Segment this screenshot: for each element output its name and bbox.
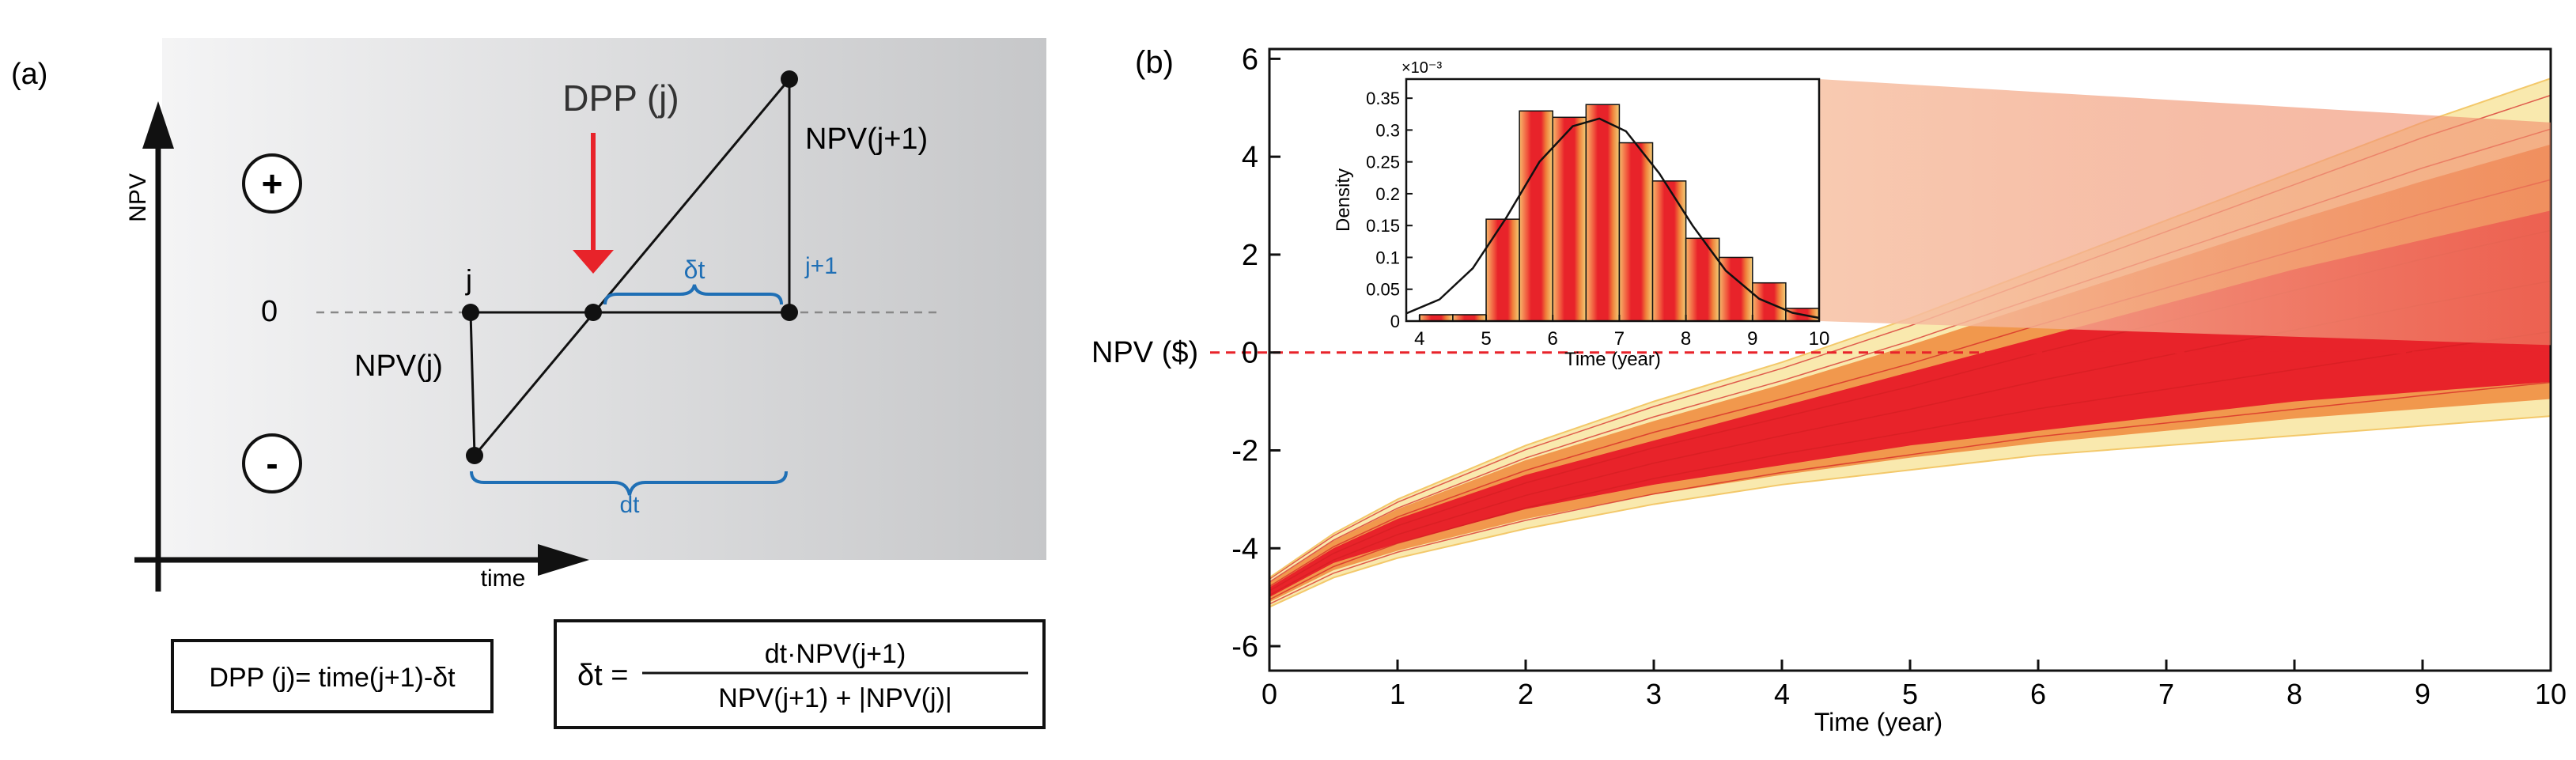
inset-ylabel: Density: [1333, 168, 1354, 232]
y-tick-label: -6: [1231, 630, 1258, 664]
histogram-bar: [1651, 180, 1687, 322]
inset-x-tick-label: 5: [1481, 328, 1491, 350]
npv-j-label: NPV(j): [354, 350, 443, 383]
inset-axes-frame: [1405, 78, 1821, 323]
delta-t-brace: [603, 284, 783, 305]
dt-label: dt: [619, 492, 640, 518]
inset-y-tick-label: 0.25: [1366, 153, 1400, 172]
interpolation-line: [473, 78, 791, 456]
inset-y-tick-label: 0.15: [1366, 216, 1400, 236]
y-tick-label: -2: [1231, 434, 1258, 467]
y-tick-label: 6: [1242, 43, 1258, 76]
x-tick-label: 7: [2158, 678, 2174, 710]
npv-axis-label: NPV: [125, 173, 151, 222]
panel-b: (b) NPV ($) 0 1 2 3 4 5 6 7 8 9 10 -6 -4 -2 0 2 4 6 Time (…: [1091, 43, 2567, 736]
inset-exponent-label: ×10⁻³: [1401, 59, 1442, 77]
dpp-formula-box: [171, 639, 494, 713]
envelope-edge-line: [1269, 415, 2551, 608]
point-npv-j: [466, 447, 483, 464]
x-tick-label: 8: [2287, 678, 2302, 710]
inset-y-tick-label: 0.1: [1375, 248, 1400, 267]
normal-fit-curve: [1405, 117, 1820, 320]
dpp-label: DPP (j): [562, 78, 679, 119]
x-tick-label: 5: [1902, 678, 1918, 710]
inset-y-tick-label: 0.2: [1375, 184, 1400, 204]
inset-x-tick-label: 4: [1414, 328, 1424, 350]
point-j1-label: j+1: [804, 253, 838, 279]
inset-x-tick-label: 10: [1809, 328, 1830, 350]
y-tick-label: 4: [1242, 141, 1258, 174]
minus-circle-icon: [242, 433, 302, 493]
minus-symbol: -: [266, 443, 278, 484]
dt-brace: [470, 471, 788, 496]
inset-x-tick-label: 7: [1614, 328, 1625, 350]
histogram-bar: [1618, 142, 1654, 322]
panel-a: (a) NPV time 0 + - j j+1 NPV(j) NPV(j+1): [11, 38, 1046, 729]
time-axis-arrow-icon: [538, 544, 589, 576]
time-axis-label: time: [481, 565, 526, 592]
delta-t-formula-lhs: δt =: [577, 659, 628, 692]
x-tick-label: 3: [1646, 678, 1662, 710]
y-tick-label: 0: [1242, 337, 1258, 370]
point-j1: [781, 304, 798, 321]
inset-y-tick-label: 0.05: [1366, 280, 1400, 300]
main-ylabel: NPV ($): [1091, 336, 1198, 369]
trajectory-line: [1269, 331, 2551, 600]
panel-a-label: (a): [11, 58, 47, 91]
x-tick-label: 4: [1774, 678, 1790, 710]
x-tick-label: 2: [1518, 678, 1534, 710]
inset-y-tick-label: 0.35: [1366, 89, 1400, 108]
inset-x-tick-label: 9: [1747, 328, 1757, 350]
inset-xlabel: Time (year): [1564, 349, 1661, 370]
zoom-wedge-shape: [1819, 79, 2551, 346]
dpp-arrow-icon: [573, 250, 614, 274]
delta-t-label: δt: [684, 255, 705, 284]
plus-circle-icon: [242, 153, 302, 214]
inset-zoom-wedge: [1819, 79, 2551, 346]
y-tick-label: -4: [1231, 532, 1258, 565]
main-xlabel: Time (year): [1814, 708, 1942, 736]
panel-b-label: (b): [1135, 45, 1174, 80]
dpp-formula: DPP (j)= time(j+1)-δt: [209, 663, 456, 693]
zero-label: 0: [261, 295, 278, 328]
inset-y-tick-label: 0.3: [1375, 120, 1400, 140]
histogram-bar: [1485, 218, 1520, 322]
delta-t-numerator: dt·NPV(j+1): [765, 639, 906, 669]
inset-x-tick-label: 6: [1548, 328, 1558, 350]
trajectory-line: [1269, 381, 2551, 605]
x-tick-label: 9: [2415, 678, 2430, 710]
plus-symbol: +: [262, 163, 283, 204]
inset-x-tick-label: 8: [1681, 328, 1691, 350]
x-tick-label: 10: [2535, 678, 2567, 710]
completion-time-histogram: 4 5 6 7 8 9 10 0 0.05 0.1 0.15 0.2 0.25 0.3 0.35×10⁻³ D…: [1333, 59, 1829, 370]
x-tick-label: 1: [1390, 678, 1405, 710]
histogram-bar: [1685, 237, 1720, 322]
point-dpp: [584, 304, 602, 321]
inset-y-tick-label: 0: [1390, 312, 1400, 331]
point-j: [462, 304, 479, 321]
x-tick-label: 0: [1262, 678, 1277, 710]
delta-t-denominator: NPV(j+1) + |NPV(j)|: [718, 683, 951, 713]
npv-j-drop: [469, 312, 476, 456]
x-tick-label: 6: [2030, 678, 2046, 710]
point-npv-j1: [781, 70, 798, 88]
npv-j1-label: NPV(j+1): [805, 123, 928, 156]
point-j-label: j: [465, 263, 472, 296]
npv-axis-arrow-icon: [142, 101, 174, 149]
histogram-bar: [1519, 110, 1553, 322]
histogram-bar: [1585, 104, 1621, 322]
histogram-bar: [1552, 116, 1587, 322]
y-tick-label: 2: [1242, 239, 1258, 272]
